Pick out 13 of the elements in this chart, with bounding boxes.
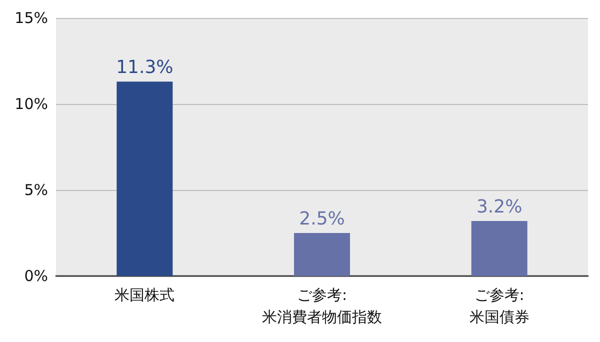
bar [471,220,528,276]
x-tick-label: ご参考: 米国債券 [469,286,530,326]
y-tick-label: 5% [24,181,48,199]
y-tick-label: 10% [14,95,48,113]
y-tick-label: 15% [14,9,48,27]
bar [294,233,350,276]
y-tick-label: 0% [24,267,48,285]
data-label: 3.2% [476,196,522,218]
bar [116,82,173,276]
x-tick-label: ご参考: 米消費者物価指数 [262,286,382,326]
data-label: 2.5% [299,208,345,230]
data-label: 11.3% [116,57,174,78]
x-tick-label: 米国株式 [114,286,175,304]
